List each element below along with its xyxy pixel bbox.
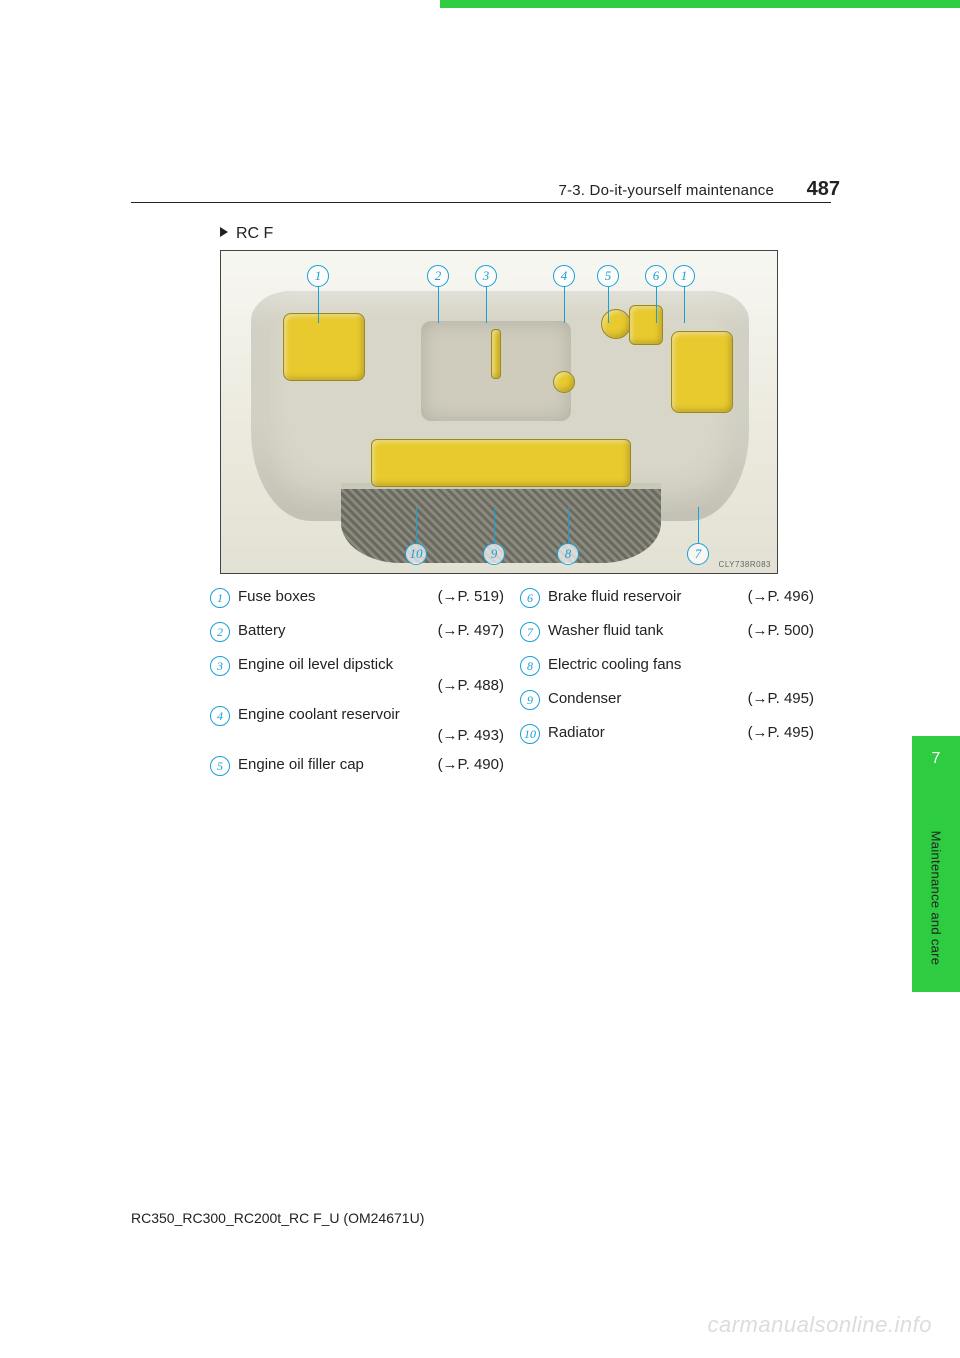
legend-page-ref: (→P. 495) [748, 690, 814, 707]
legend-row: 8 Electric cooling fans [520, 656, 820, 678]
callout-lead [486, 287, 487, 323]
callout-lead [318, 287, 319, 323]
chapter-side-tab: 7 Maintenance and care [912, 736, 960, 992]
legend-number-icon: 2 [210, 622, 230, 642]
legend-page-ref: (→P. 496) [748, 588, 814, 605]
highlight-dipstick [491, 329, 501, 379]
legend-row: 2 Battery (→P. 497) [210, 622, 510, 644]
chapter-number: 7 [912, 736, 960, 768]
callout-lead [438, 287, 439, 323]
model-subheading: RC F [220, 225, 273, 243]
callout-8: 8 [557, 543, 579, 565]
callout-lead [656, 287, 657, 323]
highlight-fuse-box-right [671, 331, 733, 413]
legend-page-ref: (→P. 500) [748, 622, 814, 639]
legend-label: Engine oil filler cap [238, 756, 364, 773]
top-accent-bar [440, 0, 960, 8]
legend-number-icon: 5 [210, 756, 230, 776]
legend-row: 4 Engine coolant reservoir (→P. 493) [210, 706, 510, 744]
callout-1: 1 [307, 265, 329, 287]
legend-row: 1 Fuse boxes (→P. 519) [210, 588, 510, 610]
callout-lead [564, 287, 565, 323]
highlight-radiator [371, 439, 631, 487]
page-number: 487 [807, 178, 840, 201]
callout-lead [568, 507, 569, 543]
legend-page-ref: (→P. 493) [238, 727, 510, 744]
watermark: carmanualsonline.info [707, 1312, 932, 1338]
header-rule [131, 202, 831, 203]
legend-number-icon: 1 [210, 588, 230, 608]
callout-6: 6 [645, 265, 667, 287]
callout-lead [608, 287, 609, 323]
chapter-label-vertical: Maintenance and care [912, 808, 960, 988]
legend-row: 10 Radiator (→P. 495) [520, 724, 820, 746]
legend-number-icon: 10 [520, 724, 540, 744]
chapter-label-text: Maintenance and care [929, 831, 944, 966]
legend-number-icon: 3 [210, 656, 230, 676]
highlight-reservoir-1 [601, 309, 631, 339]
legend-left-column: 1 Fuse boxes (→P. 519) 2 Battery (→P. 497) 3 En… [210, 588, 510, 790]
model-label: RC F [236, 225, 273, 242]
legend-page-ref: (→P. 488) [238, 677, 510, 694]
legend-label: Electric cooling fans [548, 656, 681, 673]
highlight-reservoir-2 [629, 305, 663, 345]
callout-1: 1 [673, 265, 695, 287]
legend-row: 5 Engine oil filler cap (→P. 490) [210, 756, 510, 778]
legend-row: 6 Brake fluid reservoir (→P. 496) [520, 588, 820, 610]
diagram-image-code: CLY738R083 [719, 560, 771, 569]
highlight-oil-cap [553, 371, 575, 393]
callout-lead [698, 507, 699, 543]
engine-compartment-diagram: CLY738R083 123456110987 [220, 250, 778, 574]
callout-lead [416, 507, 417, 543]
section-title: 7-3. Do-it-yourself maintenance [559, 182, 774, 199]
legend-row: 7 Washer fluid tank (→P. 500) [520, 622, 820, 644]
legend-row: 9 Condenser (→P. 495) [520, 690, 820, 712]
highlight-fuse-box-left [283, 313, 365, 381]
legend-row: 3 Engine oil level dipstick (→P. 488) [210, 656, 510, 694]
callout-4: 4 [553, 265, 575, 287]
legend-number-icon: 4 [210, 706, 230, 726]
legend-page-ref: (→P. 495) [748, 724, 814, 741]
callout-lead [494, 507, 495, 543]
triangle-bullet-icon [220, 227, 228, 237]
legend-number-icon: 9 [520, 690, 540, 710]
legend-label: Washer fluid tank [548, 622, 663, 639]
callout-2: 2 [427, 265, 449, 287]
legend-number-icon: 8 [520, 656, 540, 676]
legend-label: Battery [238, 622, 286, 639]
legend-right-column: 6 Brake fluid reservoir (→P. 496) 7 Washer f… [520, 588, 820, 758]
legend-page-ref: (→P. 519) [438, 588, 504, 605]
legend-label: Condenser [548, 690, 621, 707]
callout-3: 3 [475, 265, 497, 287]
legend-page-ref: (→P. 490) [438, 756, 504, 773]
footer-document-code: RC350_RC300_RC200t_RC F_U (OM24671U) [131, 1210, 424, 1226]
callout-10: 10 [405, 543, 427, 565]
legend-number-icon: 6 [520, 588, 540, 608]
legend-number-icon: 7 [520, 622, 540, 642]
legend-page-ref: (→P. 497) [438, 622, 504, 639]
legend-label: Engine oil level dipstick [238, 656, 393, 673]
legend-label: Fuse boxes [238, 588, 316, 605]
legend-label: Engine coolant reservoir [238, 706, 400, 723]
legend-label: Radiator [548, 724, 605, 741]
callout-7: 7 [687, 543, 709, 565]
callout-5: 5 [597, 265, 619, 287]
callout-9: 9 [483, 543, 505, 565]
callout-lead [684, 287, 685, 323]
legend-label: Brake fluid reservoir [548, 588, 681, 605]
